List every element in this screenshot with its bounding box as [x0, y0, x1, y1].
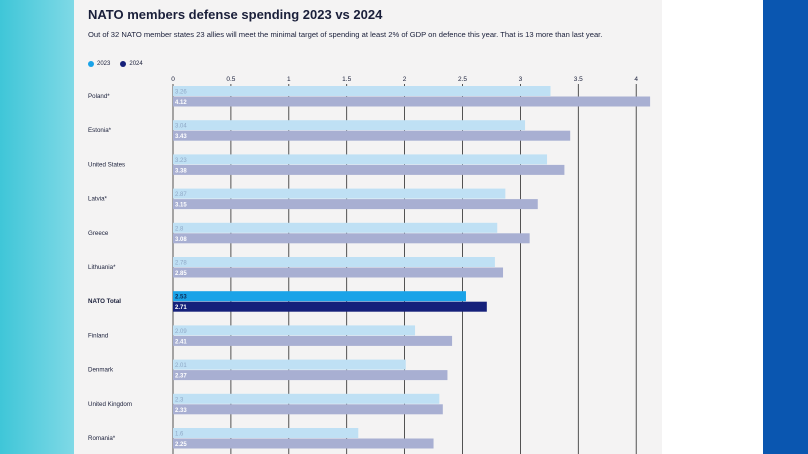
category-label: Poland*: [88, 93, 110, 100]
category-label: United States: [88, 161, 125, 168]
legend-label-2024: 2024: [129, 61, 143, 67]
x-tick-label: 2.5: [458, 76, 467, 83]
value-label-2023: 2.01: [175, 363, 187, 369]
value-label-2024: 3.38: [175, 168, 187, 174]
category-label: Romania*: [88, 435, 116, 442]
bar-2024: [173, 199, 538, 210]
value-label-2023: 2.78: [175, 261, 187, 267]
legend-dot-2023: [88, 61, 94, 67]
bar-2024: [173, 335, 453, 346]
bar-2023: [173, 428, 359, 438]
x-tick-label: 0: [171, 76, 175, 83]
bar-2023: [173, 154, 548, 165]
bar-2024: [173, 267, 504, 278]
x-tick-label: 4: [634, 76, 638, 83]
bar-2023: [173, 257, 495, 267]
legend-item-2024: 2024: [120, 61, 143, 67]
chart-title: NATO members defense spending 2023 vs 20…: [88, 7, 383, 22]
value-label-2024: 3.15: [175, 203, 187, 209]
x-tick-label: 1: [287, 76, 291, 83]
value-label-2023: 2.3: [175, 397, 184, 403]
bar-2024: [173, 130, 571, 141]
chart-subtitle: Out of 32 NATO member states 23 allies w…: [88, 30, 603, 39]
value-label-2023: 2.09: [175, 329, 187, 335]
x-tick-label: 2: [403, 76, 407, 83]
x-tick-label: 0.5: [226, 76, 235, 83]
value-label-2023: 2.8: [175, 226, 184, 232]
value-label-2024: 3.43: [175, 134, 187, 140]
bar-2023: [173, 222, 498, 233]
value-label-2023: 2.53: [175, 295, 187, 301]
bar-2023: [173, 393, 440, 404]
value-label-2024: 2.33: [175, 408, 187, 414]
bar-2024: [173, 164, 565, 175]
bar-2023: [173, 86, 551, 96]
bar-2023: [173, 359, 406, 370]
bar-2023: [173, 325, 416, 336]
value-label-2023: 3.04: [175, 124, 187, 130]
x-tick-label: 1.5: [342, 76, 351, 83]
category-label: Denmark: [88, 367, 114, 374]
bar-2024: [173, 301, 487, 312]
legend: 2023 2024: [88, 61, 143, 67]
right-background: [763, 0, 808, 454]
category-label: Greece: [88, 230, 109, 237]
left-background: [0, 0, 74, 454]
value-label-2023: 1.6: [175, 432, 184, 438]
category-label: Latvia*: [88, 196, 108, 203]
bar-2024: [173, 96, 651, 107]
value-label-2024: 2.25: [175, 442, 187, 448]
bar-2024: [173, 370, 448, 381]
bar-2024: [173, 438, 434, 449]
bar-2024: [173, 233, 530, 244]
bar-2023: [173, 188, 506, 199]
x-tick-label: 3.5: [574, 76, 583, 83]
value-label-2024: 3.08: [175, 237, 187, 243]
x-tick-label: 3: [519, 76, 523, 83]
category-label: Estonia*: [88, 127, 112, 134]
category-label: Lithuania*: [88, 264, 116, 271]
value-label-2023: 3.26: [175, 90, 187, 96]
chart-card: NATO members defense spending 2023 vs 20…: [74, 0, 662, 454]
value-label-2023: 2.87: [175, 192, 187, 198]
bar-2023: [173, 120, 526, 131]
legend-item-2023: 2023: [88, 61, 110, 67]
category-label: NATO Total: [88, 298, 121, 305]
bar-2023: [173, 291, 466, 302]
bar-2024: [173, 404, 443, 415]
legend-dot-2024: [120, 61, 127, 67]
value-label-2023: 3.23: [175, 158, 187, 164]
category-label: United Kingdom: [88, 401, 132, 408]
value-label-2024: 2.71: [175, 305, 187, 311]
legend-label-2023: 2023: [97, 61, 111, 67]
value-label-2024: 4.12: [175, 100, 187, 106]
value-label-2024: 2.37: [175, 374, 187, 380]
bar-chart: 0 0.5 1 1.5 2 2.5 3 3.5 4Poland*3.264.12Estonia*…: [88, 76, 651, 454]
value-label-2024: 2.41: [175, 339, 187, 345]
value-label-2024: 2.85: [175, 271, 187, 277]
category-label: Finland: [88, 332, 109, 339]
